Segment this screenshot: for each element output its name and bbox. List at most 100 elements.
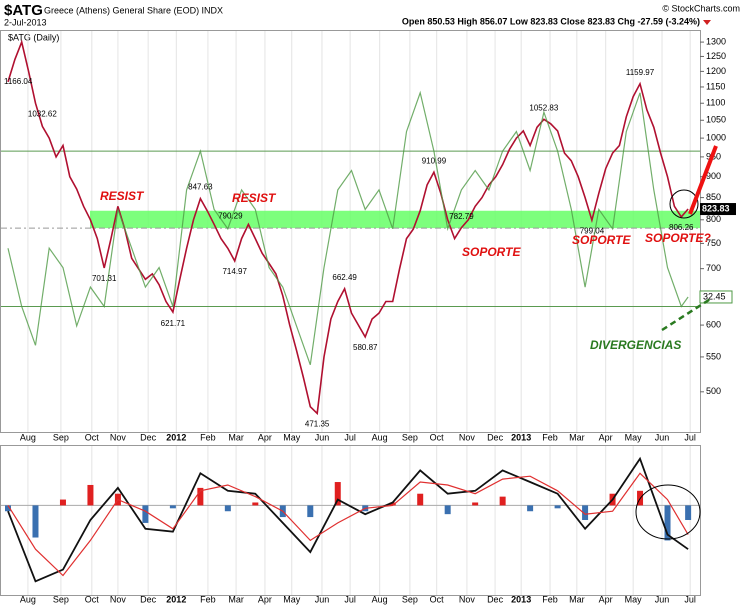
x-tick-label: Dec — [140, 594, 157, 604]
last-price-box — [700, 203, 736, 216]
quote: Open 850.53 High 856.07 Low 823.83 Close… — [402, 16, 700, 26]
x-tick-label: 2012 — [166, 594, 186, 604]
histogram-bar — [307, 505, 314, 518]
x-tick-label: May — [283, 594, 301, 604]
histogram-bar — [59, 499, 66, 506]
histogram-bar — [664, 505, 671, 541]
macd-frame — [0, 445, 701, 596]
y-tick-label: 800 — [706, 214, 721, 224]
y-tick-label: 850 — [706, 192, 721, 202]
price-label: 714.97 — [222, 267, 247, 276]
histogram-bar — [169, 505, 176, 509]
histogram-bar — [417, 493, 424, 506]
x-tick-label: Feb — [200, 594, 216, 604]
x-tick-label: Oct — [430, 594, 445, 604]
down-arrow — [703, 20, 711, 25]
y-tick-label: 1000 — [706, 132, 726, 142]
x-tick-label: Dec — [487, 594, 504, 604]
oscillator-line — [7, 90, 689, 366]
histogram-bar — [252, 502, 259, 506]
price-label: 580.87 — [353, 343, 378, 352]
price-label: 782.79 — [449, 212, 474, 221]
annotation: RESIST — [232, 191, 277, 205]
annotation: RESIST — [100, 189, 145, 203]
x-tick-label: Aug — [372, 432, 388, 442]
x-tick-label: Aug — [20, 594, 36, 604]
x-tick-label: Aug — [20, 432, 36, 442]
x-tick-label: Nov — [459, 594, 476, 604]
x-tick-label: 2013 — [511, 432, 531, 442]
x-tick-label: Mar — [228, 432, 244, 442]
x-tick-label: Jul — [684, 432, 696, 442]
x-tick-label: Jun — [655, 432, 670, 442]
x-tick-label: Sep — [53, 432, 69, 442]
histogram-bar — [444, 505, 451, 515]
y-tick-label: 1250 — [706, 51, 726, 61]
x-tick-label: Feb — [200, 432, 216, 442]
histogram-bar — [334, 482, 341, 506]
price-label: 701.31 — [92, 274, 117, 283]
x-tick-label: May — [625, 594, 643, 604]
price-label: 847.63 — [188, 183, 213, 192]
annotation: DIVERGENCIAS — [590, 338, 681, 352]
x-tick-label: 2012 — [166, 432, 186, 442]
histogram-bar — [582, 505, 589, 520]
histogram-bar — [224, 505, 231, 512]
x-tick-label: Mar — [569, 594, 585, 604]
x-tick-label: Jun — [315, 594, 330, 604]
macd-line — [7, 456, 689, 583]
histogram-bar — [32, 505, 39, 538]
x-tick-label: Oct — [85, 594, 100, 604]
x-tick-label: Jul — [344, 432, 356, 442]
x-tick-label: Mar — [228, 594, 244, 604]
annotation: SOPORTE — [462, 245, 521, 259]
histogram-bar — [499, 496, 506, 506]
price-label: 1166.04 — [4, 77, 33, 86]
highlight-ellipse — [635, 484, 701, 540]
trend-arrow — [688, 145, 718, 215]
x-tick-label: Apr — [258, 594, 272, 604]
y-tick-label: 750 — [706, 238, 721, 248]
histogram-bar — [5, 505, 11, 512]
x-tick-label: Feb — [542, 432, 558, 442]
credit: © StockCharts.com — [662, 3, 740, 13]
y-tick-label: 600 — [706, 319, 721, 329]
x-tick-label: Mar — [569, 432, 585, 442]
x-tick-label: Feb — [542, 594, 558, 604]
support-band — [90, 210, 700, 229]
x-tick-label: Nov — [110, 594, 127, 604]
x-tick-label: Sep — [402, 432, 418, 442]
x-tick-label: Jun — [655, 594, 670, 604]
x-tick-label: Oct — [85, 432, 100, 442]
histogram-bar — [142, 505, 149, 523]
price-label: 806.26 — [669, 223, 694, 232]
price-frame — [0, 30, 701, 433]
annotation: SOPORTE — [572, 233, 631, 247]
x-tick-label: Sep — [53, 594, 69, 604]
x-tick-label: Jul — [344, 594, 356, 604]
price-label: 1032.62 — [28, 109, 57, 118]
last-osc: 32.45 — [703, 291, 726, 301]
x-tick-label: Apr — [599, 594, 613, 604]
x-tick-label: May — [283, 432, 301, 442]
y-tick-label: 1150 — [706, 81, 725, 91]
legend: $ATG (Daily) — [8, 32, 59, 42]
last-price: 823.83 — [702, 203, 730, 213]
histogram-bar — [389, 502, 396, 506]
x-tick-label: Sep — [402, 594, 418, 604]
histogram-bar — [685, 505, 692, 520]
price-label: 1159.97 — [626, 68, 655, 77]
histogram-bar — [197, 487, 204, 506]
y-tick-label: 1100 — [706, 98, 725, 108]
y-tick-label: 1050 — [706, 115, 726, 125]
x-tick-label: Nov — [110, 432, 127, 442]
price-label: 799.04 — [580, 226, 605, 235]
x-tick-label: Aug — [372, 594, 388, 604]
x-tick-label: May — [625, 432, 643, 442]
histogram-bar — [554, 505, 561, 509]
histogram-bar — [87, 484, 94, 506]
x-tick-label: Jul — [684, 594, 696, 604]
y-tick-label: 550 — [706, 351, 721, 361]
x-tick-label: Jun — [315, 432, 330, 442]
